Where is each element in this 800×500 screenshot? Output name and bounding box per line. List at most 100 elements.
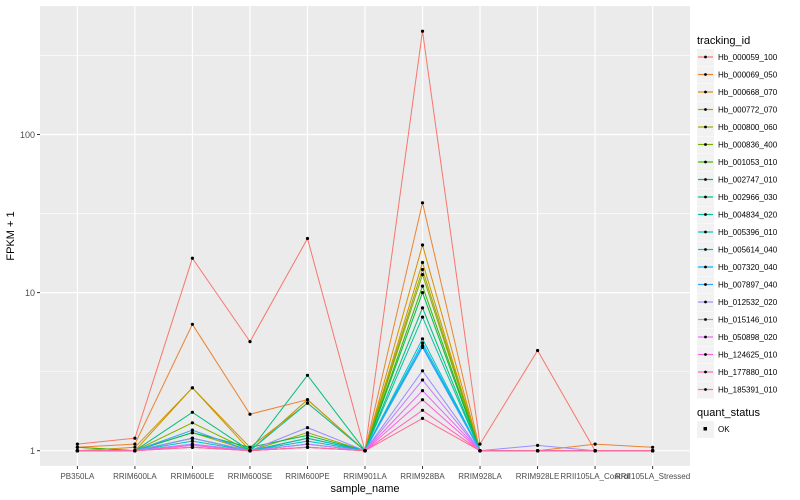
x-tick-label: RRIM600SE	[228, 472, 272, 481]
data-point	[190, 322, 194, 326]
data-point	[305, 433, 310, 437]
data-point	[190, 436, 194, 440]
legend-key-point	[704, 73, 707, 76]
legend2-key-point	[703, 427, 707, 431]
x-axis-label: sample_name	[330, 483, 399, 495]
y-tick-label: 100	[20, 130, 35, 140]
x-tick-label: RRIM928LE	[516, 472, 560, 481]
data-point	[190, 410, 194, 414]
legend-label: Hb_000059_100	[718, 53, 778, 62]
data-point	[420, 408, 425, 412]
legend-key-point	[704, 318, 707, 321]
legend-label: Hb_012532_020	[718, 298, 778, 307]
x-tick-label: RRIM600PE	[285, 472, 329, 481]
data-point	[305, 442, 310, 446]
data-point	[420, 29, 425, 33]
legend-label: Hb_000668_070	[718, 88, 778, 97]
legend-key-point	[704, 388, 707, 391]
data-point	[536, 348, 540, 353]
data-point	[75, 445, 79, 449]
legend-key-point	[704, 213, 707, 216]
data-point	[190, 386, 194, 390]
data-point	[305, 401, 310, 405]
legend-label: Hb_004834_020	[718, 211, 778, 220]
x-tick-label: RRIM928BA	[400, 472, 445, 481]
legend-key-point	[704, 283, 707, 286]
legend2-label: OK	[718, 425, 730, 434]
legend-label: Hb_007897_040	[718, 281, 778, 290]
data-point	[420, 398, 425, 402]
data-point	[651, 449, 655, 453]
legend-label: Hb_015146_010	[718, 316, 778, 325]
legend-key-point	[704, 178, 707, 181]
data-point	[651, 445, 655, 449]
data-point	[248, 445, 252, 449]
legend-label: Hb_000772_070	[718, 106, 778, 115]
data-point	[420, 389, 425, 393]
data-point	[420, 267, 425, 272]
data-point	[305, 426, 310, 430]
legend-label: Hb_007320_040	[718, 263, 778, 272]
data-point	[133, 449, 137, 453]
data-point	[190, 445, 194, 449]
data-point	[305, 431, 310, 435]
legend-label: Hb_005614_040	[718, 246, 778, 255]
data-point	[420, 378, 425, 382]
legend2-title: quant_status	[697, 407, 760, 419]
data-point	[420, 337, 425, 341]
data-point	[133, 442, 137, 446]
data-point	[248, 340, 252, 344]
y-axis-label: FPKM + 1	[5, 211, 17, 260]
data-point	[363, 449, 367, 453]
legend-key-point	[704, 335, 707, 339]
x-tick-label: RRII105LA_Control	[560, 472, 630, 481]
data-point	[420, 345, 425, 349]
legend-label: Hb_000069_050	[718, 71, 778, 80]
legend-key-point	[704, 248, 707, 251]
data-point	[190, 256, 194, 260]
legend-key-point	[704, 195, 707, 199]
data-point	[190, 439, 194, 443]
legend-label: Hb_001053_010	[718, 158, 778, 167]
legend-key-point	[704, 160, 707, 164]
legend-label: Hb_185391_010	[718, 386, 778, 395]
x-tick-label: RRIM928LA	[458, 472, 502, 481]
data-point	[420, 369, 425, 373]
x-tick-label: RRIM600LE	[171, 472, 215, 481]
data-point	[75, 442, 79, 446]
legend-key-point	[704, 353, 707, 356]
x-tick-label: RRII105LA_Stressed	[615, 472, 690, 481]
data-point	[420, 284, 425, 288]
series-points	[75, 29, 655, 453]
data-point	[420, 291, 425, 295]
legend-key-point	[704, 265, 707, 269]
data-point	[478, 442, 482, 446]
legend-key-point	[704, 108, 707, 111]
data-point	[133, 445, 137, 449]
legend-key-point	[704, 55, 707, 59]
y-tick-label: 1	[30, 446, 35, 456]
x-tick-label: RRIM901LA	[343, 472, 387, 481]
x-tick-label: PB350LA	[60, 472, 94, 481]
legend-label: Hb_124625_010	[718, 351, 778, 360]
data-point	[420, 416, 425, 420]
data-point	[75, 449, 79, 453]
legend-key-point	[704, 300, 707, 304]
legend-label: Hb_050898_020	[718, 333, 778, 342]
legend-quant-status: quant_status OK	[697, 407, 760, 438]
data-point	[248, 449, 252, 453]
data-point	[420, 260, 425, 265]
x-axis: PB350LA RRIM600LA RRIM600LE RRIM600SE RRIM60…	[60, 466, 690, 481]
data-point	[420, 243, 425, 247]
data-point	[305, 439, 310, 443]
data-point	[190, 421, 194, 425]
y-axis: 1 10 100	[20, 130, 40, 456]
data-point	[478, 449, 482, 453]
data-point	[420, 273, 425, 277]
legend-label: Hb_002966_030	[718, 193, 778, 202]
data-point	[420, 201, 425, 205]
x-tick-label: RRIM600LA	[113, 472, 157, 481]
data-point	[420, 315, 425, 319]
data-point	[536, 449, 540, 453]
